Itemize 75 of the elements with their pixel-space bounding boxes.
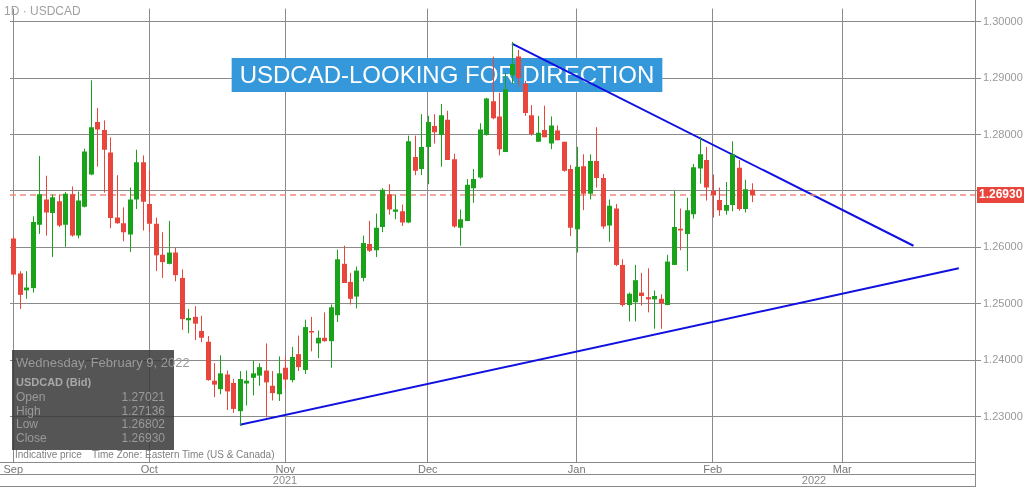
y-tick-label: 1.30000	[983, 14, 1023, 27]
annotation: USDCAD (Bid)	[16, 376, 92, 389]
candlestick	[264, 342, 269, 418]
candlestick	[290, 346, 295, 383]
y-tick-label: 1.28000	[983, 127, 1023, 140]
candlestick	[147, 169, 152, 233]
y-tick-label: 1.29000	[983, 71, 1023, 84]
x-tick-label: Oct	[140, 462, 158, 475]
candlestick	[218, 354, 223, 395]
candlestick	[646, 267, 651, 313]
ref-line-label: 1.26930	[979, 187, 1023, 202]
candlestick	[309, 316, 314, 352]
annotation: High	[16, 403, 41, 418]
candlestick	[270, 370, 275, 401]
candlestick	[413, 135, 418, 176]
candlestick	[419, 113, 424, 176]
candlestick	[167, 220, 172, 265]
candlestick	[607, 198, 612, 243]
candlestick	[277, 355, 282, 402]
annotation: 1.26802	[121, 417, 166, 432]
x-tick-label: Feb	[703, 462, 723, 475]
text: 2022	[801, 474, 827, 487]
text: 2021	[272, 474, 298, 487]
annotation: 1.26930	[121, 430, 166, 445]
candlestick	[121, 206, 126, 242]
candlestick	[594, 126, 599, 189]
annotation: Indicative price	[15, 448, 83, 460]
candlestick	[549, 115, 554, 150]
candlestick	[173, 247, 178, 282]
candlestick	[212, 362, 217, 398]
y-tick-label: 1.26000	[983, 240, 1023, 253]
candlestick	[743, 179, 748, 213]
candlestick	[678, 207, 683, 251]
candlestick	[102, 119, 107, 194]
annotation: Open	[16, 390, 46, 405]
candlestick	[44, 175, 49, 237]
annotation: 1D · USDCAD	[4, 4, 82, 19]
candlestick	[160, 231, 165, 279]
candlestick	[283, 355, 288, 390]
annotation: Wednesday, February 9, 2022	[16, 354, 190, 370]
x-tick-label: Sep	[3, 462, 24, 475]
candlestick	[750, 182, 755, 203]
candlestick	[50, 193, 55, 258]
annotation: 1.27021	[121, 390, 166, 405]
y-tick-label: 1.23000	[983, 409, 1023, 422]
candlestick	[186, 308, 191, 334]
y-tick-label: 1.24000	[983, 353, 1023, 366]
candlestick	[387, 183, 392, 216]
annotation: 1.27136	[121, 403, 166, 418]
candlestick	[458, 209, 463, 247]
x-tick-label: Mar	[832, 462, 853, 475]
candlestick	[536, 115, 541, 143]
candlestick	[374, 213, 379, 258]
x-tick-label: Jan	[567, 462, 586, 475]
candlestick	[400, 204, 405, 227]
candlestick	[698, 136, 703, 185]
annotation: Close	[16, 430, 48, 445]
x-tick-label: Dec	[417, 462, 439, 475]
y-tick-label: 1.25000	[983, 296, 1023, 309]
candlestick	[432, 113, 437, 145]
candlestick	[296, 335, 301, 372]
candlestick	[95, 107, 100, 168]
annotation: Low	[16, 417, 39, 432]
candlestick	[711, 174, 716, 219]
candlestick	[717, 187, 722, 217]
candlestick	[724, 181, 729, 216]
candlestick	[439, 103, 444, 168]
candlestick	[367, 220, 372, 253]
candlestick	[542, 105, 547, 138]
x-tick-label: Nov	[275, 462, 296, 475]
candlestick	[193, 305, 198, 341]
candlestick	[199, 315, 204, 343]
candlestick	[393, 194, 398, 220]
candlestick	[529, 104, 534, 137]
candlestick	[18, 270, 23, 310]
